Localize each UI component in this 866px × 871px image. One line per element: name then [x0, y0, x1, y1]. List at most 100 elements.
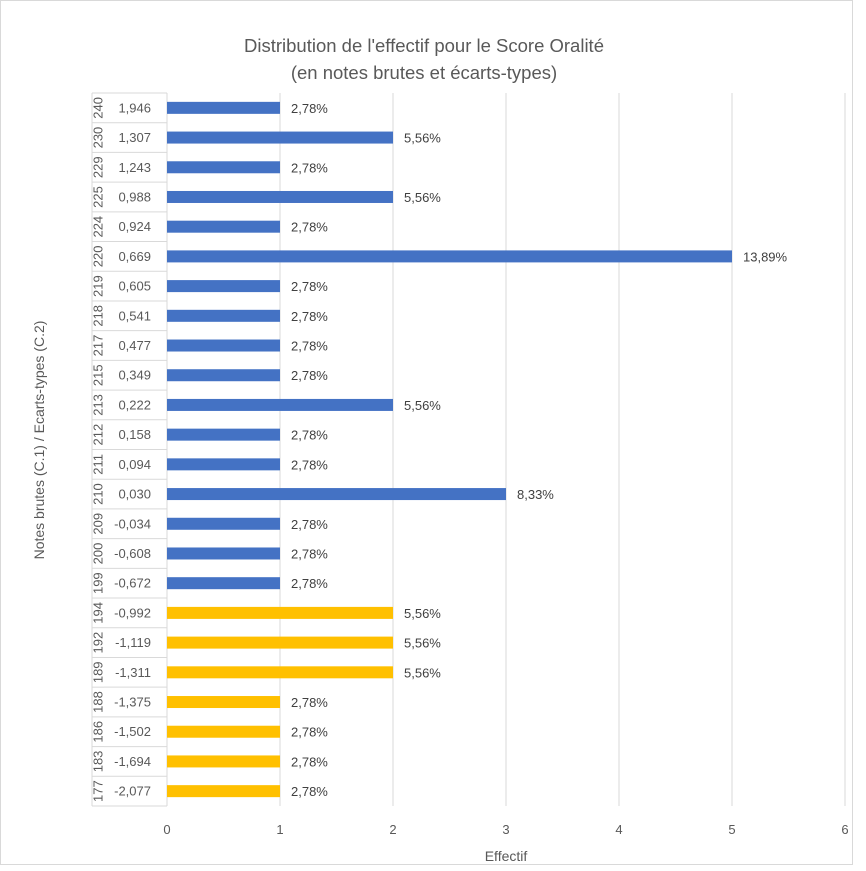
- bar: [167, 488, 506, 501]
- data-label: 2,78%: [291, 339, 328, 354]
- bar: [167, 250, 732, 263]
- data-label: 2,78%: [291, 220, 328, 235]
- category-raw-score: 212: [91, 424, 106, 446]
- category-z-score: 0,988: [118, 189, 151, 204]
- category-z-score: -1,694: [114, 754, 151, 769]
- category-raw-score: 229: [91, 156, 106, 178]
- category-raw-score: 192: [91, 632, 106, 654]
- category-z-score: 1,307: [118, 130, 151, 145]
- category-z-score: -1,502: [114, 724, 151, 739]
- category-raw-score: 189: [91, 661, 106, 683]
- category-raw-score: 218: [91, 305, 106, 327]
- data-label: 2,78%: [291, 279, 328, 294]
- chart-border: [0, 0, 853, 865]
- bar: [167, 696, 280, 709]
- category-raw-score: 209: [91, 513, 106, 535]
- category-z-score: 0,349: [118, 368, 151, 383]
- data-label: 2,78%: [291, 754, 328, 769]
- category-z-score: 0,158: [118, 427, 151, 442]
- data-label: 2,78%: [291, 576, 328, 591]
- category-z-score: 0,924: [118, 219, 151, 234]
- data-label: 2,78%: [291, 101, 328, 116]
- x-tick-label: 5: [728, 822, 735, 837]
- category-z-score: 0,030: [118, 487, 151, 502]
- category-raw-score: 225: [91, 186, 106, 208]
- bar: [167, 398, 393, 411]
- data-label: 2,78%: [291, 309, 328, 324]
- bar: [167, 131, 393, 144]
- bar: [167, 517, 280, 530]
- data-label: 5,56%: [404, 131, 441, 146]
- chart-title-line1: Distribution de l'effectif pour le Score…: [244, 35, 604, 56]
- category-z-score: -1,119: [115, 635, 151, 650]
- category-axis: 240 1,946 230 1,307 229 1,243 225 0,988 224 0,924…: [91, 92, 168, 807]
- category-z-score: 0,094: [118, 457, 151, 472]
- category-z-score: -2,077: [114, 784, 151, 799]
- category-raw-score: 230: [91, 127, 106, 149]
- x-tick-label: 1: [276, 822, 283, 837]
- category-z-score: -0,034: [114, 516, 151, 531]
- x-axis-ticks: 0 1 2 3 4 5 6: [163, 822, 848, 837]
- data-label: 2,78%: [291, 368, 328, 383]
- category-raw-score: 200: [91, 543, 106, 565]
- category-z-score: 0,669: [118, 249, 151, 264]
- category-raw-score: 186: [91, 721, 106, 743]
- bar: [167, 636, 393, 649]
- bar: [167, 339, 280, 352]
- category-raw-score: 213: [91, 394, 106, 416]
- data-label: 5,56%: [404, 665, 441, 680]
- bar: [167, 280, 280, 293]
- category-raw-score: 210: [91, 483, 106, 505]
- category-z-score: -1,375: [114, 695, 151, 710]
- x-tick-label: 2: [389, 822, 396, 837]
- data-label: 5,56%: [404, 190, 441, 205]
- category-raw-score: 215: [91, 364, 106, 386]
- data-label: 5,56%: [404, 636, 441, 651]
- bar: [167, 725, 280, 738]
- y-axis-title: Notes brutes (C.1) / Ecarts-types (C.2): [31, 321, 47, 560]
- category-z-score: -0,608: [114, 546, 151, 561]
- category-raw-score: 220: [91, 246, 106, 268]
- data-label: 2,78%: [291, 517, 328, 532]
- data-label: 2,78%: [291, 546, 328, 561]
- bar: [167, 547, 280, 560]
- category-raw-score: 240: [91, 97, 106, 119]
- bar: [167, 190, 393, 203]
- data-label: 5,56%: [404, 398, 441, 413]
- data-label: 2,78%: [291, 695, 328, 710]
- x-tick-label: 3: [502, 822, 509, 837]
- data-label: 2,78%: [291, 160, 328, 175]
- bar: [167, 666, 393, 679]
- category-z-score: -0,672: [114, 576, 151, 591]
- bar: [167, 101, 280, 114]
- category-z-score: 0,222: [118, 397, 151, 412]
- x-axis-title: Effectif: [485, 848, 528, 864]
- data-label: 8,33%: [517, 487, 554, 502]
- data-label: 2,78%: [291, 457, 328, 472]
- bar: [167, 161, 280, 174]
- category-raw-score: 211: [91, 454, 106, 475]
- bar: [167, 220, 280, 233]
- data-label: 13,89%: [743, 249, 788, 264]
- category-raw-score: 224: [91, 216, 106, 238]
- x-tick-label: 0: [163, 822, 170, 837]
- category-raw-score: 194: [91, 602, 106, 624]
- bar: [167, 428, 280, 441]
- bar: [167, 785, 280, 798]
- category-z-score: -1,311: [115, 665, 151, 680]
- category-raw-score: 199: [91, 572, 106, 594]
- data-label: 2,78%: [291, 725, 328, 740]
- category-raw-score: 219: [91, 275, 106, 297]
- category-z-score: 1,243: [118, 160, 151, 175]
- x-tick-label: 6: [841, 822, 848, 837]
- bar: [167, 458, 280, 471]
- bar: [167, 755, 280, 768]
- chart-title-line2: (en notes brutes et écarts-types): [291, 62, 557, 83]
- category-raw-score: 183: [91, 751, 106, 773]
- data-label: 2,78%: [291, 784, 328, 799]
- data-label: 2,78%: [291, 428, 328, 443]
- category-raw-score: 177: [91, 780, 106, 802]
- category-z-score: 0,477: [118, 338, 151, 353]
